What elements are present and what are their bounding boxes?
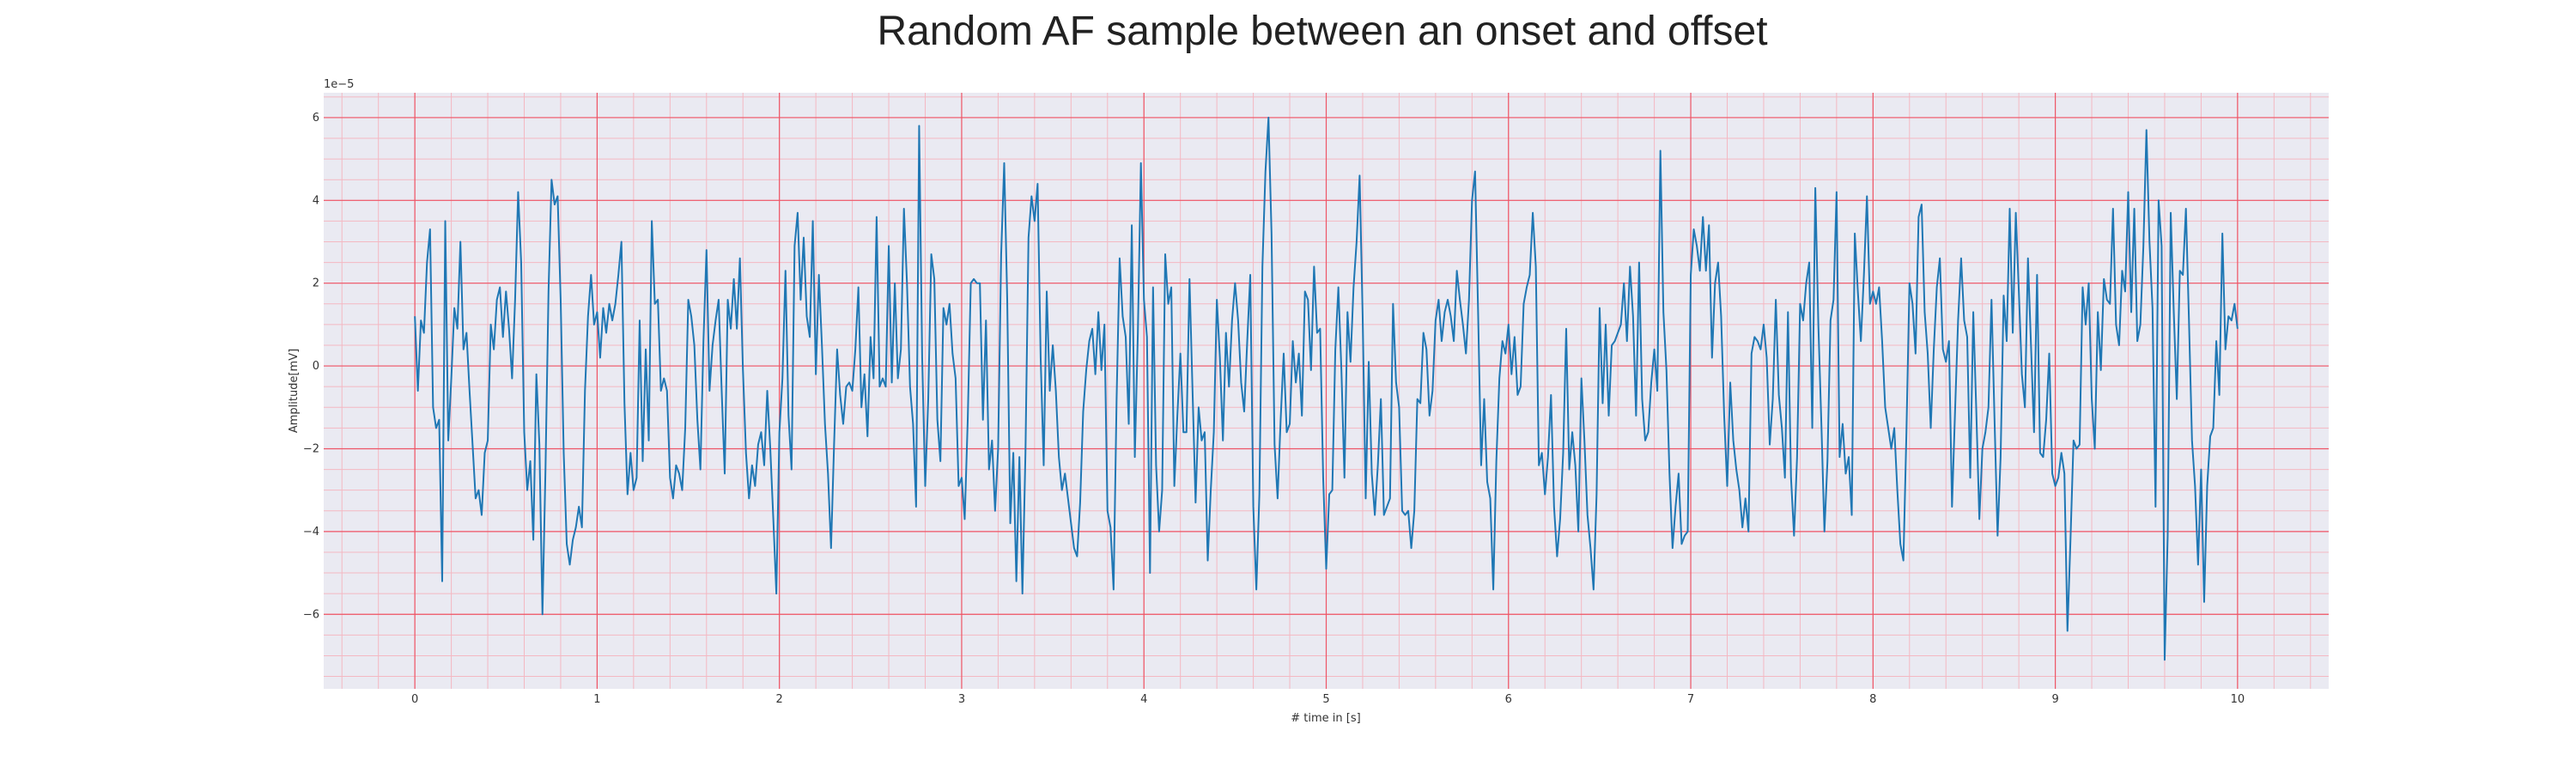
x-tick-labels: 0 1 2 3 4 5 6 7 8 9 10 bbox=[411, 693, 2245, 706]
series-line bbox=[414, 116, 2239, 661]
x-tick-label: 6 bbox=[1505, 693, 1512, 706]
y-offset-label: 1e−5 bbox=[324, 78, 354, 91]
x-tick-label: 0 bbox=[411, 693, 418, 706]
y-tick-labels: −6 −4 −2 0 2 4 6 bbox=[303, 112, 319, 621]
x-tick-label: 8 bbox=[1869, 693, 1876, 706]
y-tick-label: 0 bbox=[313, 360, 319, 373]
x-tick-label: 4 bbox=[1140, 693, 1147, 706]
x-tick-label: 2 bbox=[776, 693, 783, 706]
y-tick-label: −2 bbox=[303, 442, 319, 455]
y-tick-label: 6 bbox=[313, 112, 319, 125]
x-tick-label: 9 bbox=[2051, 693, 2058, 706]
y-tick-label: −6 bbox=[303, 608, 319, 621]
x-tick-label: 3 bbox=[958, 693, 965, 706]
y-tick-label: 2 bbox=[313, 277, 319, 290]
x-axis-label: # time in [s] bbox=[1291, 712, 1360, 725]
x-tick-label: 5 bbox=[1322, 693, 1329, 706]
y-axis-label: Amplitude[mV] bbox=[288, 349, 301, 433]
y-tick-label: −4 bbox=[303, 526, 319, 539]
series-layer bbox=[414, 116, 2239, 661]
x-tick-label: 7 bbox=[1687, 693, 1694, 706]
x-tick-label: 10 bbox=[2231, 693, 2245, 706]
x-tick-label: 1 bbox=[593, 693, 600, 706]
major-grid bbox=[324, 93, 2329, 689]
y-tick-label: 4 bbox=[313, 194, 319, 207]
chart-title: Random AF sample between an onset and of… bbox=[877, 9, 1767, 54]
